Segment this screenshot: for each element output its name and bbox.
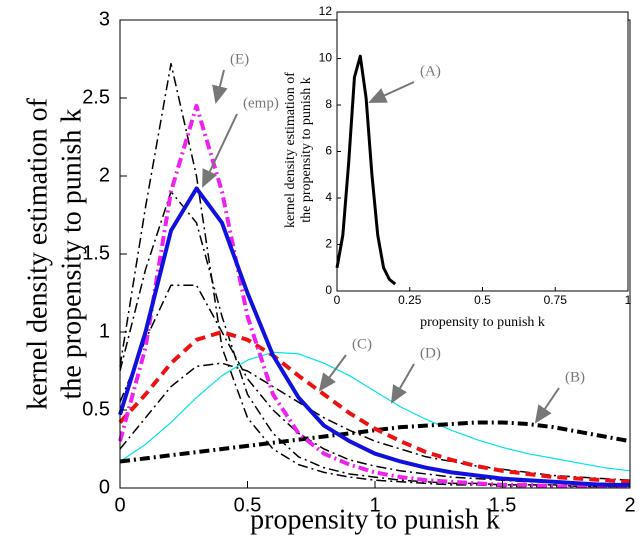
y-tick-label: 2 bbox=[99, 164, 110, 186]
x-tick-label: 0.5 bbox=[474, 293, 491, 307]
annotation-arrow bbox=[534, 387, 560, 424]
annotation: (D) bbox=[420, 345, 441, 361]
annotation-arrow bbox=[212, 69, 228, 104]
series-line bbox=[119, 351, 631, 472]
y-tick-label: 1.5 bbox=[82, 242, 110, 264]
y-axis-label: the propensity to punish k bbox=[56, 109, 87, 400]
x-tick-label: 0 bbox=[114, 494, 125, 516]
x-tick-label: 0.75 bbox=[544, 293, 568, 307]
y-tick-label: 4 bbox=[325, 190, 332, 204]
annotation-arrow bbox=[318, 354, 347, 392]
annotation: (A) bbox=[420, 63, 441, 79]
annotation: (B) bbox=[565, 369, 585, 385]
y-axis-label: kernel density estimation of bbox=[283, 72, 298, 228]
annotation-arrow bbox=[368, 81, 415, 103]
annotation: (E) bbox=[230, 51, 249, 67]
y-tick-label: 0.5 bbox=[82, 398, 110, 420]
x-tick-label: 0.5 bbox=[234, 494, 262, 516]
series-line bbox=[119, 190, 630, 488]
x-axis-label: propensity to punish k bbox=[250, 504, 500, 535]
annotation-arrow bbox=[390, 363, 415, 404]
y-tick-label: 6 bbox=[325, 144, 332, 158]
y-axis-label: the propensity to punish k bbox=[299, 77, 314, 222]
series-line bbox=[335, 54, 397, 286]
series-line bbox=[118, 186, 630, 487]
series-line bbox=[118, 330, 631, 484]
x-tick-label: 1.5 bbox=[489, 494, 517, 516]
x-tick-label: 1 bbox=[369, 494, 380, 516]
annotation: (C) bbox=[352, 336, 372, 352]
y-tick-label: 1 bbox=[99, 320, 110, 342]
main-chart: 0 0.5 1 1.5 2 0 0.5 1 1.5 2 2.5 3 propensity to puni… bbox=[22, 8, 635, 535]
series-line bbox=[118, 103, 630, 489]
y-axis-label: kernel density estimation of bbox=[22, 97, 53, 409]
series-line bbox=[119, 420, 631, 464]
y-tick-label: 12 bbox=[319, 4, 333, 18]
inset-background bbox=[337, 12, 628, 291]
y-tick-label: 0 bbox=[325, 283, 332, 297]
y-tick-label: 2 bbox=[325, 237, 332, 251]
y-tick-label: 0 bbox=[99, 476, 110, 498]
x-tick-label: 2 bbox=[624, 494, 635, 516]
x-axis-label: propensity to punish k bbox=[420, 315, 545, 330]
annotation-arrow bbox=[202, 113, 238, 188]
y-tick-label: 8 bbox=[325, 97, 332, 111]
y-tick-label: 10 bbox=[319, 51, 333, 65]
annotation: (emp) bbox=[243, 95, 279, 111]
x-tick-label: 1 bbox=[625, 293, 632, 307]
y-tick-label: 2.5 bbox=[82, 86, 110, 108]
x-tick-label: 0.25 bbox=[398, 293, 422, 307]
y-tick-label: 3 bbox=[99, 8, 110, 30]
x-tick-label: 0 bbox=[334, 293, 341, 307]
